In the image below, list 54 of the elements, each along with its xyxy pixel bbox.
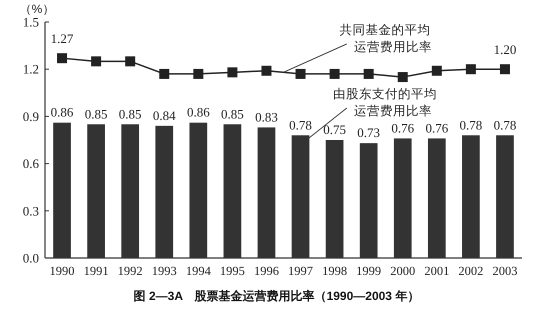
point [364,68,374,79]
y-tick-label: 1.5 [22,14,39,30]
x-tick-label: 1999 [356,264,382,278]
x-tick-label: 1990 [50,264,75,278]
point [125,56,136,66]
x-tick-label: 1998 [322,264,348,278]
data-label: 0.73 [357,125,380,140]
x-tick-label: 1995 [220,264,245,278]
text: 图 2—3A 股票基金运营费用比率（1990—2003 年） [134,289,420,303]
data-label: 0.76 [425,120,449,136]
x-tick-label: 2001 [424,264,450,278]
data-label: 0.78 [494,117,516,132]
y-tick-label: 0.3 [22,203,39,218]
x-tick-label: 1992 [118,264,143,278]
point [296,68,306,79]
point [466,64,476,74]
data-label: 1.20 [494,42,516,58]
data-label: 0.75 [323,122,346,137]
x-tick-label: 2000 [390,264,416,278]
data-label: 0.84 [152,108,176,123]
data-label: 0.85 [84,106,108,122]
data-label: 1.27 [50,31,74,46]
data-label: 0.86 [186,104,210,120]
x-tick-label: 1997 [288,264,314,278]
y-tick-label: 0.9 [22,108,39,124]
point [193,68,204,79]
data-label: 0.78 [460,117,482,132]
y-tick-label: 0.0 [22,250,39,266]
data-label: 0.78 [289,117,312,132]
data-label: 0.85 [118,106,142,122]
data-label: 0.86 [50,104,74,120]
data-label: 0.83 [255,109,278,124]
data-label: 0.85 [221,106,244,122]
series-label: 由股东支付的平均运营费用比率 [332,87,437,118]
series-label: 共同基金的平均运营费用比率 [339,22,432,54]
point [398,72,408,82]
point [227,67,238,78]
point [159,68,170,79]
y-tick-label: 0.6 [22,156,40,172]
x-tick-label: 2003 [492,264,518,278]
point [91,56,102,66]
x-tick-label: 2002 [458,264,484,278]
point [261,66,272,76]
y-tick-label: 1.2 [22,62,39,77]
x-tick-label: 1994 [186,264,212,278]
x-tick-label: 1993 [152,264,177,278]
point [57,53,68,64]
x-tick-label: 1991 [84,264,109,278]
point [500,64,510,74]
y-axis-title: （%） [20,2,54,16]
x-tick-label: 1996 [254,264,279,278]
point [330,68,340,79]
data-label: 0.76 [391,120,415,136]
point [432,66,442,76]
